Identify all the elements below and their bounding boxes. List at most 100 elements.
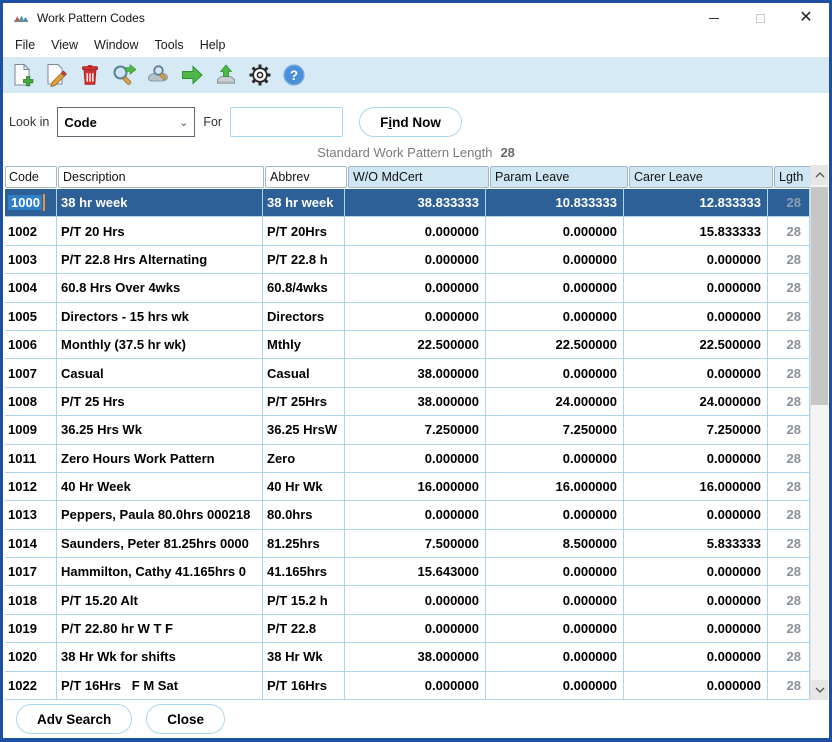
menu-view[interactable]: View — [51, 38, 79, 52]
cell-param-leave[interactable]: 0.000000 — [486, 586, 624, 614]
cell-code[interactable]: 1002 — [5, 217, 57, 245]
cell-lgth[interactable]: 28 — [768, 416, 810, 444]
table-row[interactable]: 1012 40 Hr Week 40 Hr Wk 16.000000 16.00… — [5, 472, 810, 502]
table-row[interactable]: 1011 Zero Hours Work Pattern Zero 0.0000… — [5, 444, 810, 473]
header-carer-leave[interactable]: Carer Leave — [629, 166, 773, 188]
cell-code[interactable]: 1000 — [5, 189, 57, 217]
cell-lgth[interactable]: 28 — [768, 558, 810, 586]
cell-lgth[interactable]: 28 — [768, 643, 810, 671]
cell-param-leave[interactable]: 0.000000 — [486, 245, 624, 274]
cell-wo-mdcert[interactable]: 15.643000 — [345, 558, 486, 586]
cell-description[interactable]: Zero Hours Work Pattern — [57, 444, 263, 472]
cell-lgth[interactable]: 28 — [768, 359, 810, 387]
cell-abbrev[interactable]: P/T 16Hrs — [263, 671, 345, 700]
header-code[interactable]: Code — [5, 166, 57, 188]
table-row[interactable]: 1009 36.25 Hrs Wk 36.25 HrsW 7.250000 7.… — [5, 416, 810, 445]
cell-wo-mdcert[interactable]: 7.250000 — [345, 416, 486, 444]
cell-wo-mdcert[interactable]: 0.000000 — [345, 671, 486, 700]
cell-param-leave[interactable]: 0.000000 — [486, 614, 624, 643]
export-icon[interactable] — [212, 61, 240, 89]
cell-description[interactable]: P/T 15.20 Alt — [57, 586, 263, 614]
settings-icon[interactable] — [246, 61, 274, 89]
cell-lgth[interactable]: 28 — [768, 444, 810, 472]
cell-lgth[interactable]: 28 — [768, 614, 810, 643]
cell-wo-mdcert[interactable]: 38.000000 — [345, 643, 486, 671]
cell-abbrev[interactable]: Zero — [263, 444, 345, 472]
cell-description[interactable]: Hammilton, Cathy 41.165hrs 0 — [57, 558, 263, 586]
cell-abbrev[interactable]: 81.25hrs — [263, 529, 345, 558]
cell-carer-leave[interactable]: 5.833333 — [624, 529, 768, 558]
table-row[interactable]: 1003 P/T 22.8 Hrs Alternating P/T 22.8 h… — [5, 245, 810, 275]
cell-wo-mdcert[interactable]: 0.000000 — [345, 501, 486, 529]
cell-description[interactable]: 38 Hr Wk for shifts — [57, 643, 263, 671]
go-next-icon[interactable] — [178, 61, 206, 89]
cell-carer-leave[interactable]: 0.000000 — [624, 586, 768, 614]
scroll-up-icon[interactable] — [811, 165, 828, 185]
cell-abbrev[interactable]: 41.165hrs — [263, 558, 345, 586]
cell-code[interactable]: 1008 — [5, 387, 57, 416]
adv-search-button[interactable]: Adv Search — [16, 704, 133, 734]
cell-lgth[interactable]: 28 — [768, 387, 810, 416]
cell-description[interactable]: Peppers, Paula 80.0hrs 000218 — [57, 501, 263, 529]
find-next-icon[interactable] — [110, 61, 138, 89]
cell-abbrev[interactable]: P/T 25Hrs — [263, 387, 345, 416]
cell-code[interactable]: 1011 — [5, 444, 57, 472]
cell-description[interactable]: P/T 22.8 Hrs Alternating — [57, 245, 263, 274]
cell-param-leave[interactable]: 22.500000 — [486, 330, 624, 359]
cell-wo-mdcert[interactable]: 0.000000 — [345, 302, 486, 330]
advanced-find-icon[interactable] — [144, 61, 172, 89]
cell-carer-leave[interactable]: 12.833333 — [624, 189, 768, 217]
cell-param-leave[interactable]: 0.000000 — [486, 274, 624, 302]
cell-abbrev[interactable]: 38 hr week — [263, 189, 345, 217]
cell-description[interactable]: 36.25 Hrs Wk — [57, 416, 263, 444]
cell-param-leave[interactable]: 0.000000 — [486, 444, 624, 472]
cell-carer-leave[interactable]: 0.000000 — [624, 302, 768, 330]
cell-lgth[interactable]: 28 — [768, 671, 810, 700]
close-icon[interactable]: ✕ — [799, 9, 813, 26]
cell-carer-leave[interactable]: 15.833333 — [624, 217, 768, 245]
cell-code[interactable]: 1019 — [5, 614, 57, 643]
table-row[interactable]: 1006 Monthly (37.5 hr wk) Mthly 22.50000… — [5, 330, 810, 360]
cell-wo-mdcert[interactable]: 7.500000 — [345, 529, 486, 558]
cell-wo-mdcert[interactable]: 0.000000 — [345, 274, 486, 302]
cell-carer-leave[interactable]: 0.000000 — [624, 501, 768, 529]
cell-param-leave[interactable]: 0.000000 — [486, 558, 624, 586]
cell-code[interactable]: 1003 — [5, 245, 57, 274]
cell-code[interactable]: 1009 — [5, 416, 57, 444]
table-row[interactable]: 1002 P/T 20 Hrs P/T 20Hrs 0.000000 0.000… — [5, 217, 810, 246]
cell-abbrev[interactable]: P/T 20Hrs — [263, 217, 345, 245]
table-row[interactable]: 1005 Directors - 15 hrs wk Directors 0.0… — [5, 302, 810, 331]
cell-param-leave[interactable]: 24.000000 — [486, 387, 624, 416]
help-icon[interactable]: ? — [280, 61, 308, 89]
header-param-leave[interactable]: Param Leave — [490, 166, 628, 188]
new-record-icon[interactable] — [8, 61, 36, 89]
cell-carer-leave[interactable]: 0.000000 — [624, 245, 768, 274]
table-row[interactable]: 1018 P/T 15.20 Alt P/T 15.2 h 0.000000 0… — [5, 586, 810, 615]
search-input[interactable] — [230, 107, 344, 137]
table-row[interactable]: 1019 P/T 22.80 hr W T F P/T 22.8 0.00000… — [5, 614, 810, 644]
cell-lgth[interactable]: 28 — [768, 586, 810, 614]
cell-param-leave[interactable]: 0.000000 — [486, 501, 624, 529]
cell-abbrev[interactable]: P/T 22.8 h — [263, 245, 345, 274]
table-row[interactable]: 1013 Peppers, Paula 80.0hrs 000218 80.0h… — [5, 501, 810, 530]
table-row[interactable]: 1020 38 Hr Wk for shifts 38 Hr Wk 38.000… — [5, 643, 810, 672]
cell-wo-mdcert[interactable]: 22.500000 — [345, 330, 486, 359]
cell-description[interactable]: Monthly (37.5 hr wk) — [57, 330, 263, 359]
cell-carer-leave[interactable]: 0.000000 — [624, 614, 768, 643]
menu-help[interactable]: Help — [199, 38, 226, 52]
cell-abbrev[interactable]: 38 Hr Wk — [263, 643, 345, 671]
cell-description[interactable]: 38 hr week — [57, 189, 263, 217]
vertical-scrollbar[interactable] — [810, 165, 828, 700]
cell-param-leave[interactable]: 8.500000 — [486, 529, 624, 558]
cell-wo-mdcert[interactable]: 38.000000 — [345, 387, 486, 416]
cell-param-leave[interactable]: 0.000000 — [486, 359, 624, 387]
header-description[interactable]: Description — [58, 166, 264, 188]
cell-lgth[interactable]: 28 — [768, 472, 810, 501]
cell-param-leave[interactable]: 0.000000 — [486, 302, 624, 330]
look-in-dropdown[interactable]: Code ⌄ — [57, 107, 196, 137]
header-wo-mdcert[interactable]: W/O MdCert — [348, 166, 489, 188]
cell-carer-leave[interactable]: 0.000000 — [624, 671, 768, 700]
cell-lgth[interactable]: 28 — [768, 501, 810, 529]
cell-abbrev[interactable]: 60.8/4wks — [263, 274, 345, 302]
cell-param-leave[interactable]: 16.000000 — [486, 472, 624, 501]
